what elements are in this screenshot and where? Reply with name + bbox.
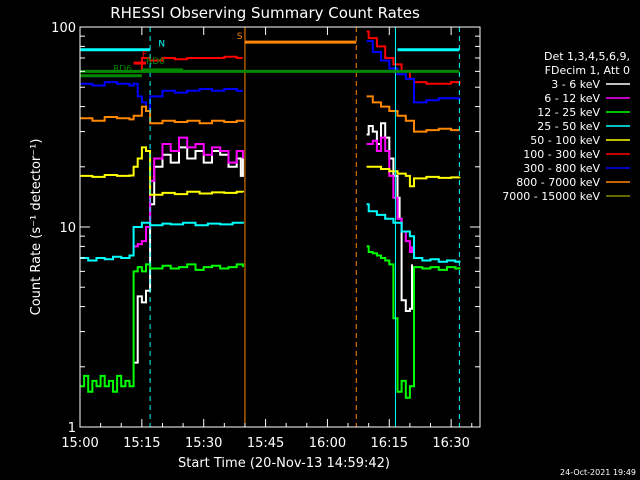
legend-header-0: Det 1,3,4,5,6,9, bbox=[544, 50, 630, 63]
series-line-12-25-kev-1 bbox=[366, 245, 461, 399]
legend-label-6-12-kev: 6 - 12 keV bbox=[544, 92, 600, 105]
series-line-50-100-kev-1 bbox=[366, 165, 461, 188]
legend: Det 1,3,4,5,6,9,FDecim 1, Att 03 - 6 keV… bbox=[502, 50, 630, 203]
x-tick-label-6: 16:30 bbox=[432, 436, 469, 451]
series-line-25-50-kev-0 bbox=[80, 221, 244, 262]
y-tick-label-0: 1 bbox=[68, 421, 76, 436]
series-line-50-100-kev-0 bbox=[80, 146, 244, 196]
y-axis-label: Count Rate (s⁻¹ detector⁻¹) bbox=[29, 139, 44, 316]
annotation-s: S bbox=[237, 32, 243, 42]
series-line-6-12-kev-0 bbox=[133, 136, 244, 248]
x-axis-label: Start Time (20-Nov-13 14:59:42) bbox=[178, 456, 390, 471]
series-line-800-7000-kev-0 bbox=[80, 105, 244, 125]
legend-label-3-6-kev: 3 - 6 keV bbox=[551, 78, 600, 91]
legend-label-800-7000-kev: 800 - 7000 keV bbox=[516, 176, 600, 189]
legend-header-1: FDecim 1, Att 0 bbox=[545, 64, 630, 77]
series-line-300-800-kev-0 bbox=[80, 81, 243, 112]
legend-label-25-50-kev: 25 - 50 keV bbox=[537, 120, 600, 133]
series-line-6-12-kev-1 bbox=[366, 136, 413, 253]
legend-label-50-100-kev: 50 - 100 keV bbox=[530, 134, 600, 147]
annotation-rd6: RD6 bbox=[113, 64, 132, 74]
axis-group: 15:00 15:15 15:30 15:45 16:00 16:15 16:30 1 10 10… bbox=[51, 21, 480, 451]
series-line-100-300-kev-0 bbox=[133, 55, 243, 73]
legend-label-7000-15000-kev: 7000 - 15000 keV bbox=[502, 190, 600, 203]
y-tick-label-2: 100 bbox=[51, 21, 76, 36]
x-tick-label-3: 15:45 bbox=[247, 436, 284, 451]
legend-label-12-25-kev: 12 - 25 keV bbox=[537, 106, 600, 119]
series-group bbox=[80, 30, 461, 399]
x-tick-label-4: 16:00 bbox=[309, 436, 346, 451]
annotation-rd0: RD0 bbox=[146, 57, 165, 67]
legend-label-300-800-kev: 300 - 800 keV bbox=[523, 162, 600, 175]
annotation-f: F bbox=[142, 50, 147, 60]
y-tick-label-1: 10 bbox=[59, 221, 76, 236]
chart-title: RHESSI Observing Summary Count Rates bbox=[110, 4, 420, 22]
series-line-800-7000-kev-1 bbox=[366, 95, 460, 133]
legend-label-100-300-kev: 100 - 300 keV bbox=[523, 148, 600, 161]
series-line-300-800-kev-1 bbox=[366, 40, 461, 104]
x-tick-label-0: 15:00 bbox=[61, 436, 98, 451]
series-line-25-50-kev-1 bbox=[366, 203, 461, 263]
series-line-3-6-kev-1 bbox=[366, 122, 413, 312]
annotation-n: N bbox=[158, 40, 165, 50]
series-line-12-25-kev-0 bbox=[80, 263, 244, 393]
x-tick-label-1: 15:15 bbox=[123, 436, 160, 451]
footer-timestamp: 24-Oct-2021 19:49 bbox=[560, 468, 636, 477]
x-tick-label-5: 16:15 bbox=[371, 436, 408, 451]
x-tick-label-2: 15:30 bbox=[185, 436, 222, 451]
